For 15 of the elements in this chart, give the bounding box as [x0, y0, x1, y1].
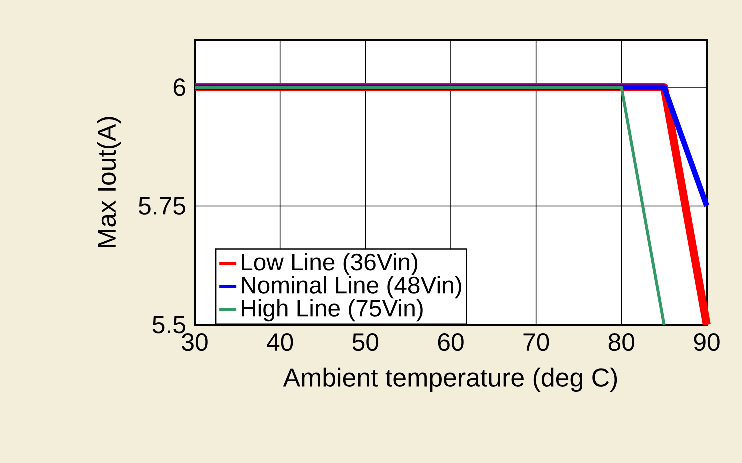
- y-tick-label: 5.5: [152, 316, 186, 334]
- x-tick-label: 30: [182, 333, 208, 352]
- legend-label: Low Line (36Vin): [242, 253, 418, 276]
- legend-label: Nominal Line (48Vin): [242, 276, 462, 299]
- x-tick-label: 40: [267, 333, 294, 352]
- x-tick-label: 80: [608, 333, 635, 352]
- x-tick-label: 90: [694, 333, 720, 352]
- y-tick-label: 6: [174, 78, 186, 96]
- x-tick-label: 60: [438, 333, 464, 352]
- x-axis-title: Ambient temperature (deg C): [283, 368, 618, 392]
- legend-label: High Line (75Vin): [242, 299, 423, 322]
- y-tick-label: 5.75: [139, 198, 186, 215]
- x-tick-label: 70: [524, 333, 550, 352]
- y-axis-title: Max Iout(A): [97, 117, 122, 248]
- x-tick-label: 50: [352, 333, 379, 352]
